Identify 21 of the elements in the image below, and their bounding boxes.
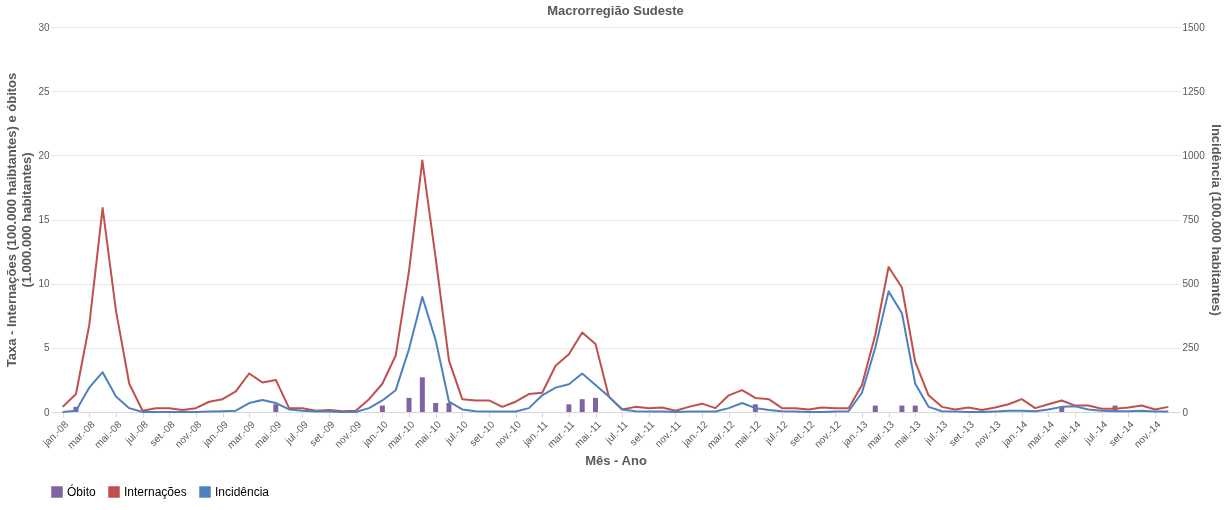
y-axis-title: Taxa - Internações (100.000 haibtantes) e óbitos (1.000.000 habitantes) [4, 72, 35, 368]
legend-label: Óbito [67, 484, 97, 499]
y2-axis-title: Incidência (100.000 habitantes) [1208, 124, 1224, 316]
y-tick-label: 20 [38, 149, 50, 161]
y2-tick-label: 500 [1182, 278, 1200, 290]
y-tick-label: 30 [38, 21, 50, 33]
y2-tick-label: 750 [1182, 214, 1200, 225]
y-tick-label: 15 [38, 214, 50, 225]
y2-tick-label: 1000 [1182, 149, 1206, 161]
y2-tick-label: 0 [1182, 406, 1189, 418]
x-axis-title: Mês - Ano [585, 452, 647, 468]
y-tick-label: 25 [38, 85, 50, 97]
legend-label: Internações [124, 485, 187, 499]
y-tick-label: 5 [43, 342, 50, 354]
legend-label: Incidência [215, 485, 270, 499]
y2-tick-label: 1500 [1182, 21, 1206, 33]
y2-tick-label: 250 [1182, 342, 1200, 354]
chart-title: Macrorregião Sudeste [547, 3, 684, 18]
y2-tick-label: 1250 [1182, 85, 1206, 97]
y-tick-label: 10 [38, 278, 50, 290]
y-tick-label: 0 [43, 406, 50, 418]
